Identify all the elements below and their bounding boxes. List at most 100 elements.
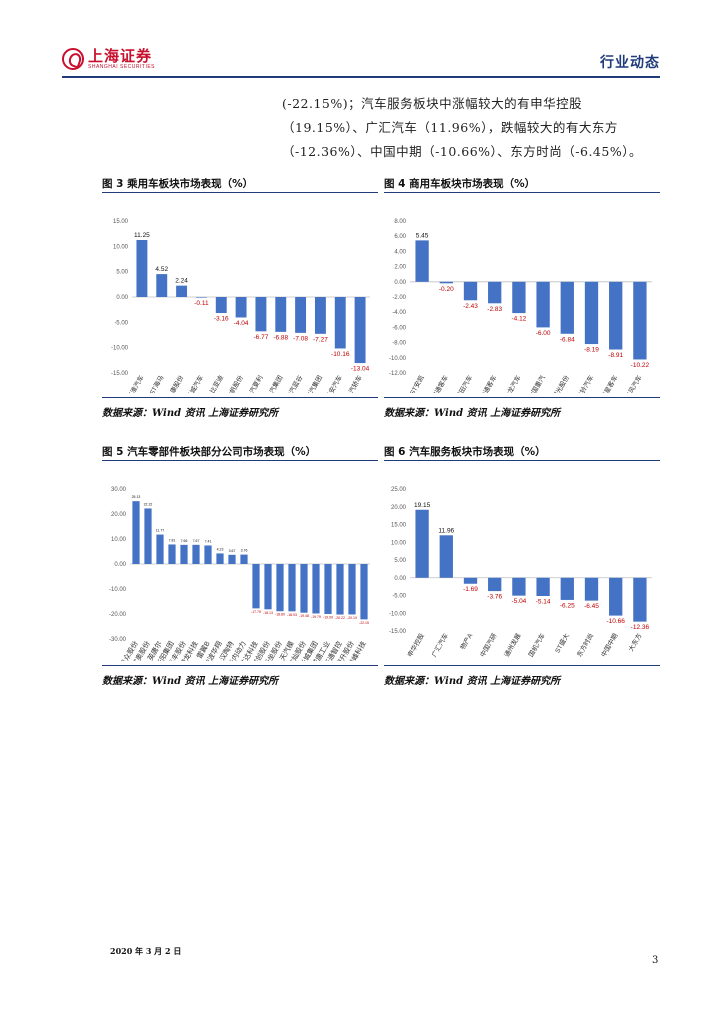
header-divider (62, 76, 660, 78)
category-label: 中国重汽 (526, 373, 547, 393)
figure-6-source: 数据来源：Wind 资讯 上海证券研究所 (384, 676, 561, 687)
y-tick-label: 5.00 (116, 270, 128, 276)
data-label: -5.04 (511, 598, 526, 605)
bar-东风汽车 (633, 281, 647, 360)
data-label: -7.27 (313, 336, 328, 343)
bar-中国中期 (609, 577, 623, 616)
data-label: 19.15 (414, 502, 431, 509)
category-label: 亚星客车 (599, 373, 620, 393)
category-label: 广汇汽车 (429, 631, 450, 658)
bar-申华控股 (415, 509, 429, 578)
data-label: -19.99 (323, 615, 333, 619)
body-paragraph: (-22.15%)；汽车服务板块中涨幅较大的有申华控股（19.15%）、广汇汽车… (282, 96, 642, 159)
data-label: -7.08 (293, 335, 308, 342)
data-label: -3.16 (214, 316, 229, 323)
data-label: 4.23 (217, 547, 224, 551)
category-label: 国机汽车 (526, 631, 547, 658)
bar-江淮汽车 (136, 240, 148, 297)
figure-3-svg: 15.00 10.00 5.00 0.00 -5.00 -10.00 -15.00 11.25… (111, 219, 370, 401)
data-label: 3.76 (241, 549, 248, 553)
page-number: 3 (652, 955, 659, 966)
data-label: -18.13 (263, 611, 273, 615)
bar-广汇汽车 (439, 535, 453, 578)
report-date: 2020 年 3 月 2 日 (110, 946, 182, 956)
figure-5-svg: 30.00 20.00 10.00 0.00 -10.00 -20.00 -30.00 25.… (109, 487, 370, 668)
data-label: -5.14 (536, 598, 551, 605)
data-label: -19.79 (311, 615, 321, 619)
data-label: -22.15 (359, 621, 369, 625)
bar-物产A (463, 577, 478, 584)
y-tick-label: 10.00 (111, 537, 127, 543)
page-header: 上海证券 SHANGHAI SECURITIES 行业动态 (62, 48, 660, 78)
bar-长城汽车 (195, 297, 207, 298)
category-label: 江铃汽车 (574, 373, 595, 393)
data-label: -4.04 (234, 320, 249, 327)
y-tick-label: 0.00 (114, 562, 126, 568)
figure-5-source: 数据来源：Wind 资讯 上海证券研究所 (102, 676, 279, 687)
data-label: 11.96 (438, 527, 454, 534)
bar-富奥股份 (144, 508, 152, 564)
figure-3-source: 数据来源：Wind 资讯 上海证券研究所 (102, 408, 279, 419)
category-label: 大东方 (626, 631, 644, 653)
y-tick-label: 0.00 (394, 576, 406, 582)
data-label: 25.13 (132, 495, 141, 499)
data-label: 3.67 (229, 549, 236, 553)
data-label: -6.45 (584, 603, 599, 610)
category-label: 中国中期 (599, 631, 620, 658)
bar-天汽模 (288, 564, 296, 612)
bar-中通客车 (488, 281, 502, 304)
data-label: -6.77 (254, 334, 269, 341)
category-label: 江淮汽车 (125, 373, 146, 393)
figure-5-bottom-rule (102, 665, 378, 666)
figure-3-title: 图 3 乘用车板块市场表现（%） (102, 178, 254, 190)
category-label: 金龙汽车 (502, 373, 523, 393)
data-label: -12.36 (631, 624, 650, 631)
bar-继峰科技 (360, 564, 368, 620)
figure-4-svg: 8.00 6.00 4.00 2.00 0.00 -2.00 -4.00 -6.00 -8.00… (389, 219, 652, 401)
y-tick-label: -30.00 (109, 637, 127, 643)
figure-4-bottom-rule (384, 397, 660, 398)
bar-新坐股份 (276, 564, 284, 612)
category-label: 物产A (458, 631, 475, 651)
figure-6-title: 图 6 汽车服务板块市场表现（%） (384, 446, 546, 458)
data-label: 7.81 (169, 538, 176, 542)
y-tick-label: -10.00 (389, 356, 407, 362)
bar-汉陶特 (228, 554, 236, 564)
figure-4-title: 图 4 商用车板块市场表现（%） (384, 178, 536, 190)
bar-比亚迪 (215, 297, 227, 314)
bar-北汽蓝谷 (295, 297, 307, 333)
data-label: -10.66 (606, 618, 625, 625)
data-label: -0.11 (194, 300, 209, 307)
y-tick-label: 5.00 (394, 558, 406, 564)
data-label: 7.66 (181, 539, 188, 543)
category-label: 北汽蓝谷 (284, 373, 305, 393)
bar-腾龙科技 (192, 544, 200, 564)
y-tick-label: 20.00 (391, 505, 407, 511)
data-label: 5.45 (416, 232, 429, 239)
data-label: -2.83 (487, 306, 502, 313)
data-label: -17.75 (251, 610, 261, 614)
category-label: ST盛大 (553, 631, 572, 654)
figure-6-top-rule (384, 460, 660, 461)
y-tick-label: -15.00 (111, 371, 129, 377)
figure-4-top-rule (384, 192, 660, 193)
data-label: 2.24 (175, 278, 188, 285)
bar-云内动力 (240, 554, 248, 564)
y-tick-label: -2.00 (392, 295, 406, 301)
data-label: 7.67 (193, 539, 200, 543)
bar-凯众股份 (132, 501, 140, 564)
category-label: 长安汽车 (323, 373, 344, 393)
category-label: 比亚迪 (207, 373, 225, 393)
data-label: -18.89 (275, 613, 285, 617)
data-label: 4.52 (155, 266, 168, 273)
category-label: 宇通客车 (429, 373, 450, 393)
category-label: 一汽夏利 (244, 374, 265, 394)
figure-6: 图 6 汽车服务板块市场表现（%） 25.00 20.00 15.00 10.00 5.… (384, 444, 660, 687)
bar-上汽集团 (275, 297, 287, 332)
y-tick-label: 0.00 (116, 295, 128, 301)
data-label: -4.12 (511, 316, 526, 323)
bar-大东方 (633, 577, 647, 622)
figure-3: 图 3 乘用车板块市场表现（%） 15.00 10.00 5.00 0.00 -5.00… (102, 176, 378, 419)
bar-广汽集团 (314, 297, 326, 334)
bar-国机汽车 (536, 577, 550, 596)
